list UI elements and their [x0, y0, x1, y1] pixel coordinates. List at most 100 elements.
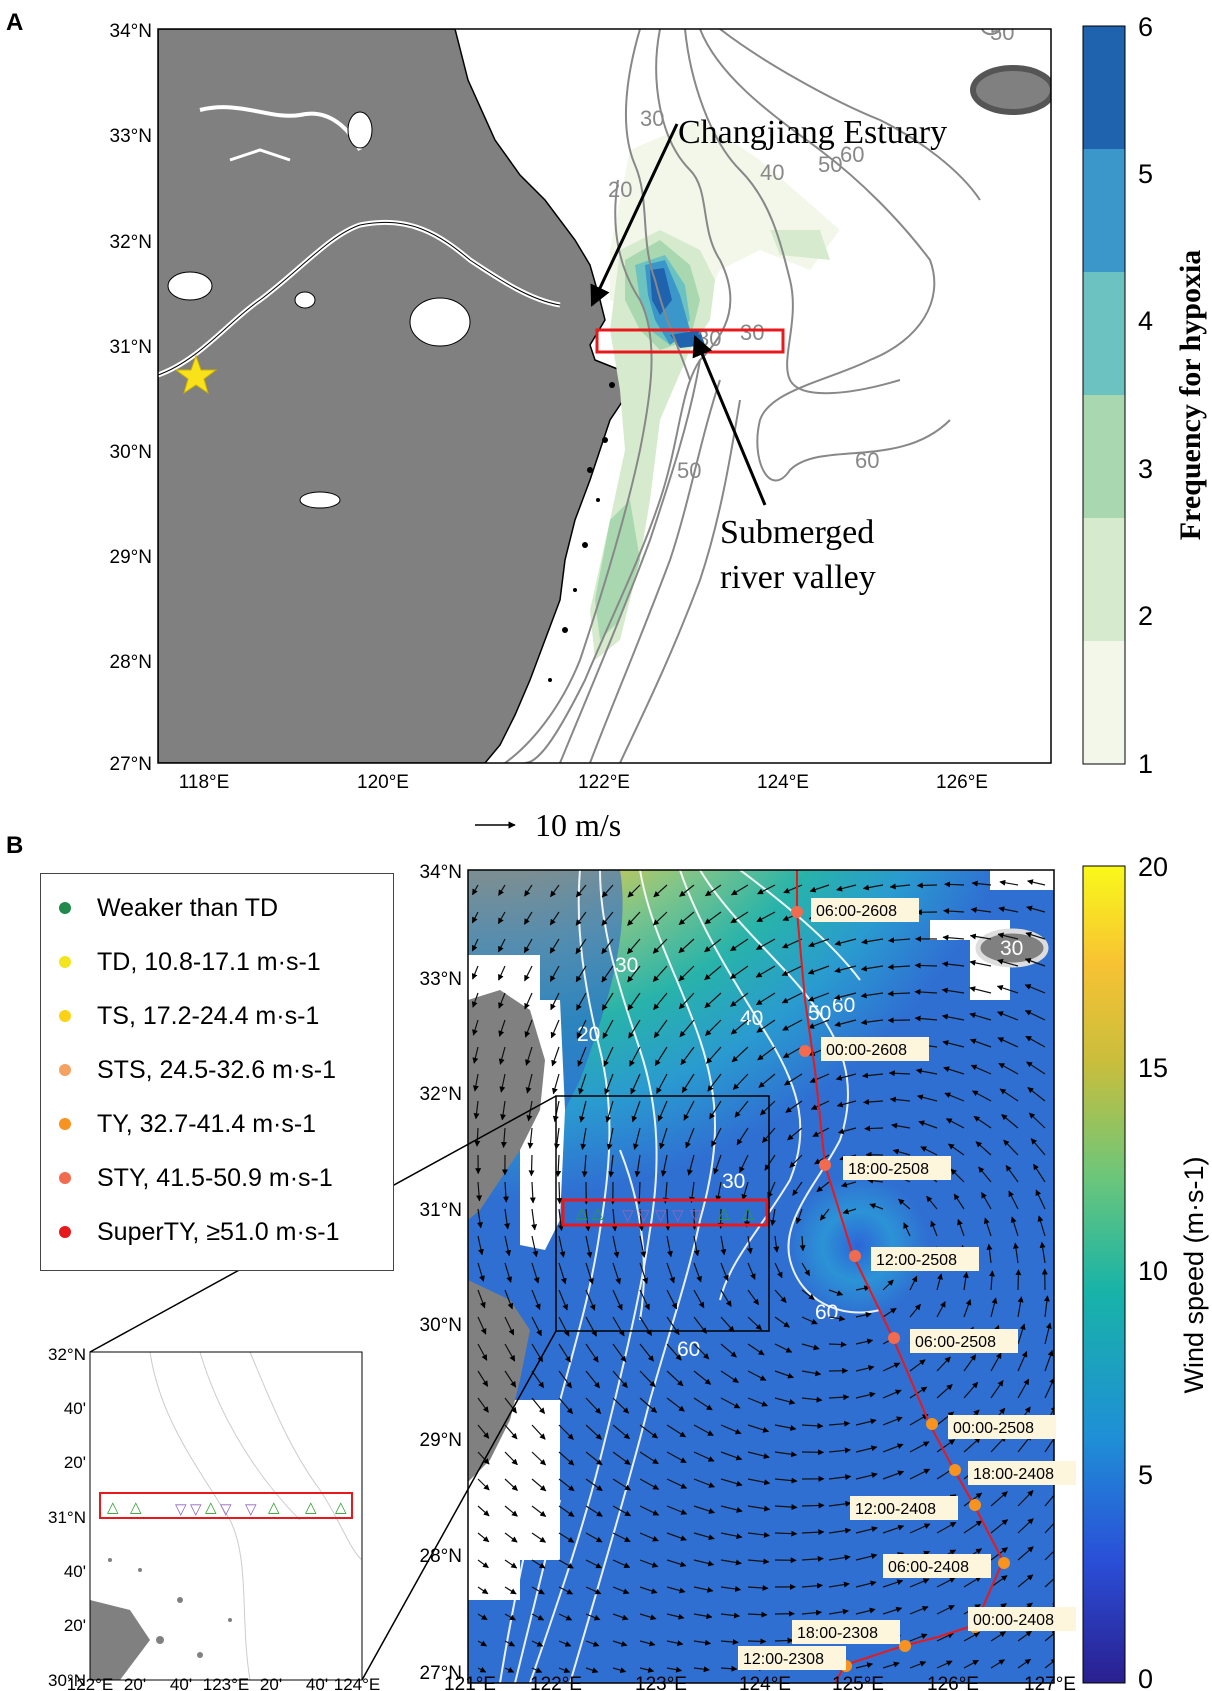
typhoon-intensity-legend: Weaker than TD TD, 10.8-17.1 m·s-1 TS, 1…	[40, 873, 394, 1271]
wind-arrow	[585, 1424, 602, 1440]
wind-arrow	[666, 1532, 687, 1541]
wind-arrow	[585, 1667, 599, 1674]
wind-arrow	[557, 1208, 564, 1232]
wind-arrow	[936, 1301, 946, 1318]
wind-arrow	[909, 1468, 931, 1480]
wind-arrow	[524, 992, 533, 1010]
wind-arrow	[1017, 1574, 1034, 1588]
svg-text:12:00-2408: 12:00-2408	[855, 1501, 936, 1518]
svg-text:20: 20	[577, 1023, 600, 1046]
wind-arrow	[531, 1451, 547, 1466]
wind-arrow	[585, 1397, 602, 1415]
wind-arrow	[693, 1370, 712, 1385]
wind-arrow	[755, 965, 776, 978]
wind-arrow	[945, 1118, 965, 1129]
svg-text:60: 60	[832, 994, 855, 1017]
wind-arrow	[612, 1613, 629, 1621]
wind-arrow	[531, 1235, 539, 1258]
wind-arrow	[720, 1262, 729, 1282]
wind-arrow	[555, 1154, 562, 1177]
wind-arrow	[973, 1115, 992, 1129]
wind-arrow	[660, 1154, 668, 1177]
wind-arrow	[558, 1478, 575, 1492]
wind-arrow	[585, 1586, 602, 1595]
wind-arrow	[720, 1532, 743, 1540]
wind-arrow	[730, 1019, 749, 1035]
wind-arrow	[471, 965, 479, 980]
wind-arrow	[774, 1424, 797, 1431]
svg-text:60: 60	[677, 1338, 700, 1361]
wind-arrow	[747, 1531, 770, 1538]
wind-arrow	[602, 1019, 614, 1039]
wind-arrow	[936, 1632, 954, 1642]
wind-arrow	[551, 1046, 560, 1067]
submerged-label: Submerged	[720, 514, 874, 551]
wind-arrow	[525, 1046, 533, 1066]
wind-arrow	[914, 1015, 938, 1022]
wind-arrow	[1027, 1087, 1046, 1102]
wind-arrow	[627, 884, 641, 898]
wind-arrow	[585, 1505, 603, 1517]
wind-arrow	[842, 1208, 857, 1215]
wind-arrow	[585, 1235, 593, 1259]
svg-text:00:00-2608: 00:00-2608	[826, 1042, 907, 1059]
panel-a-lon-ticks: 118°E 120°E 122°E 124°E 126°E	[179, 772, 988, 793]
wind-arrow	[531, 1316, 542, 1337]
wind-arrow	[801, 1502, 825, 1509]
hypoxia-colorbar-title: Frequency for hypoxia	[1174, 250, 1207, 541]
wind-arrow	[963, 1576, 982, 1588]
wind-arrow	[909, 1441, 930, 1453]
wind-arrow	[498, 1046, 506, 1065]
wind-arrow	[531, 1478, 547, 1492]
wind-arrow	[755, 992, 776, 1006]
svg-text:30: 30	[615, 954, 638, 977]
wind-arrow	[944, 1092, 965, 1102]
wind-arrow	[666, 1559, 687, 1568]
wind-arrow	[585, 1343, 599, 1363]
wind-arrow	[575, 911, 587, 926]
wind-arrow	[801, 1582, 823, 1589]
wind-arrow	[474, 1127, 481, 1147]
wind-arrow	[531, 1370, 545, 1389]
wind-arrow	[747, 1584, 769, 1591]
wind-arrow	[678, 965, 695, 982]
wind-arrow	[889, 883, 911, 890]
legend-swatch	[59, 1118, 71, 1130]
wind-arrow	[576, 1019, 587, 1039]
wind-arrow	[963, 1659, 979, 1669]
wind-arrow	[639, 1424, 659, 1439]
wind-arrow	[953, 1193, 965, 1210]
svg-text:0: 0	[1138, 1664, 1153, 1691]
wind-arrow	[736, 1127, 749, 1146]
wind-arrow	[1035, 1189, 1046, 1210]
wind-arrow	[500, 1127, 507, 1148]
wind-arrow	[525, 1073, 533, 1094]
wind-arrow	[504, 1235, 512, 1257]
wind-arrow	[1030, 1138, 1046, 1156]
legend-swatch	[59, 956, 71, 968]
wind-arrow	[981, 1191, 992, 1210]
wind-arrow	[1024, 957, 1046, 967]
wind-arrow	[801, 1422, 824, 1429]
wind-arrow	[504, 1343, 516, 1362]
wind-arrow	[999, 1088, 1019, 1102]
wind-arrow	[783, 884, 803, 894]
wind-arrow	[678, 938, 695, 954]
svg-text:124°E: 124°E	[739, 1674, 791, 1691]
wind-arrow	[666, 1235, 673, 1258]
wind-arrow	[603, 1046, 614, 1067]
wind-arrow	[747, 1289, 760, 1306]
wind-arrow	[915, 1068, 938, 1075]
wind-arrow	[730, 938, 749, 952]
svg-text:32°N: 32°N	[48, 1345, 86, 1364]
svg-text:60: 60	[815, 1301, 838, 1324]
wind-arrow	[1044, 1377, 1054, 1399]
legend-swatch	[59, 902, 71, 914]
wind-arrow	[524, 1019, 533, 1038]
panel-b-isobaths	[499, 870, 881, 1683]
wind-arrow	[720, 1612, 740, 1619]
wind-arrow	[1026, 905, 1046, 913]
wind-arrow	[997, 932, 1019, 940]
wind-arrow	[756, 911, 776, 923]
wind-arrow	[834, 965, 857, 974]
